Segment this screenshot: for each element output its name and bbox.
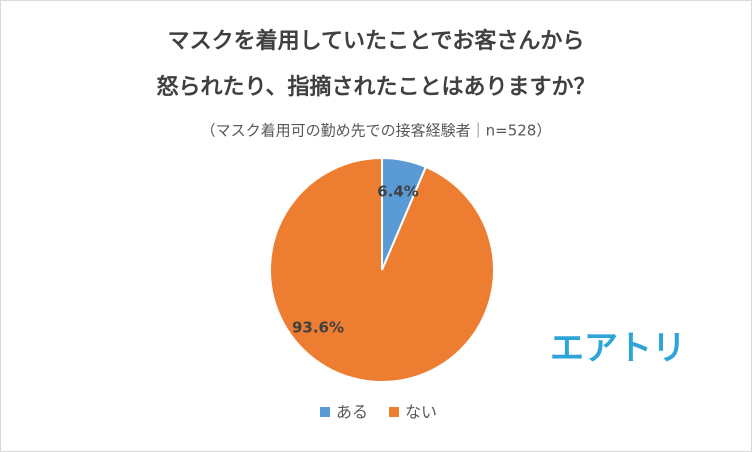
- legend-swatch: [320, 407, 330, 417]
- logo: エアトリ: [550, 329, 686, 369]
- pie-slice: [269, 156, 495, 383]
- data-label: 6.4%: [377, 183, 419, 201]
- chart-title: マスクを着用していたことでお客さんから: [168, 28, 585, 54]
- chart-subtitle: （マスク着用可の勤め先での接客経験者｜n=528）: [201, 122, 552, 140]
- chart-title: 怒られたり、指摘されたことはありますか？: [156, 74, 595, 100]
- legend-label: ない: [405, 403, 437, 422]
- data-label: 93.6%: [292, 319, 344, 337]
- legend-swatch: [389, 407, 399, 417]
- legend-label: ある: [336, 403, 368, 422]
